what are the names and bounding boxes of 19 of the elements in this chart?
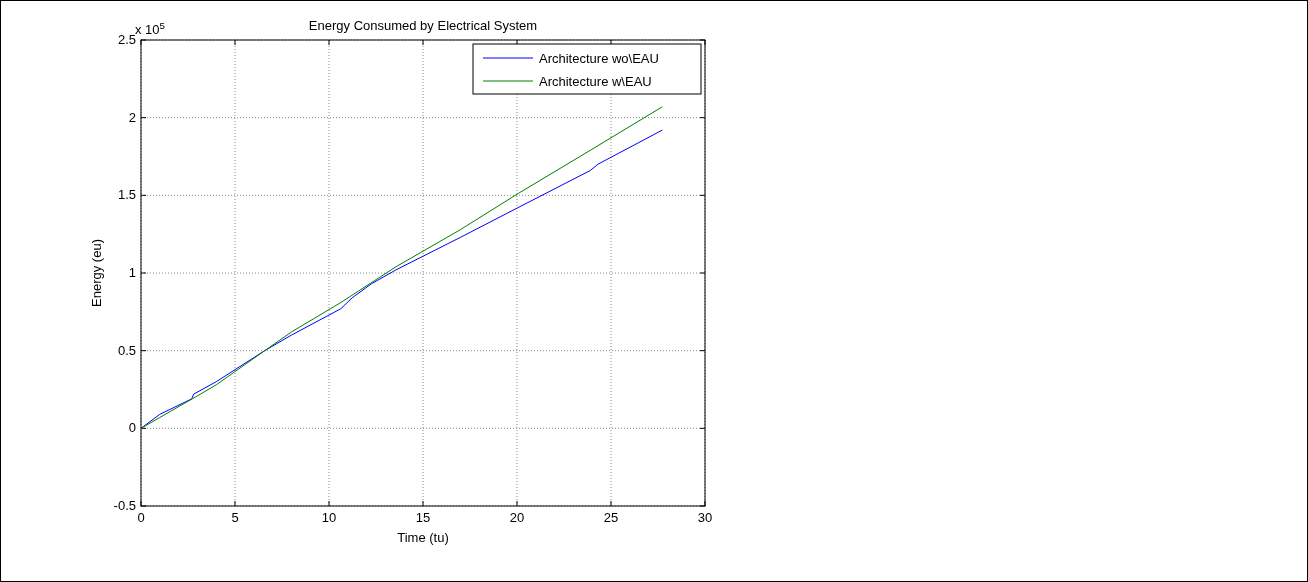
x-tick-label: 10: [321, 510, 337, 525]
x-tick-label: 25: [603, 510, 619, 525]
legend-label: Architecture wo\EAU: [539, 51, 659, 66]
y-tick-label: 2.5: [117, 32, 136, 47]
chart-title: Energy Consumed by Electrical System: [308, 18, 538, 33]
x-tick-label: 15: [415, 510, 431, 525]
legend-label: Architecture w\EAU: [539, 74, 652, 89]
y-tick-label: -0.5: [113, 498, 136, 513]
y-axis-title: Energy (eu): [89, 239, 104, 307]
y-tick-label: 1: [128, 265, 136, 280]
text: x 10$^{5}$: [135, 19, 166, 37]
x-tick-label: 5: [231, 510, 239, 525]
x-axis-title: Time (tu): [397, 530, 449, 545]
y-tick-label: 1.5: [117, 187, 136, 203]
y-tick-label: 2: [128, 109, 136, 125]
y-tick-label: 0: [128, 420, 136, 436]
y-tick-label: 0.5: [117, 342, 136, 358]
x-tick-label: 20: [509, 510, 525, 525]
x-tick-label: 30: [697, 510, 713, 525]
